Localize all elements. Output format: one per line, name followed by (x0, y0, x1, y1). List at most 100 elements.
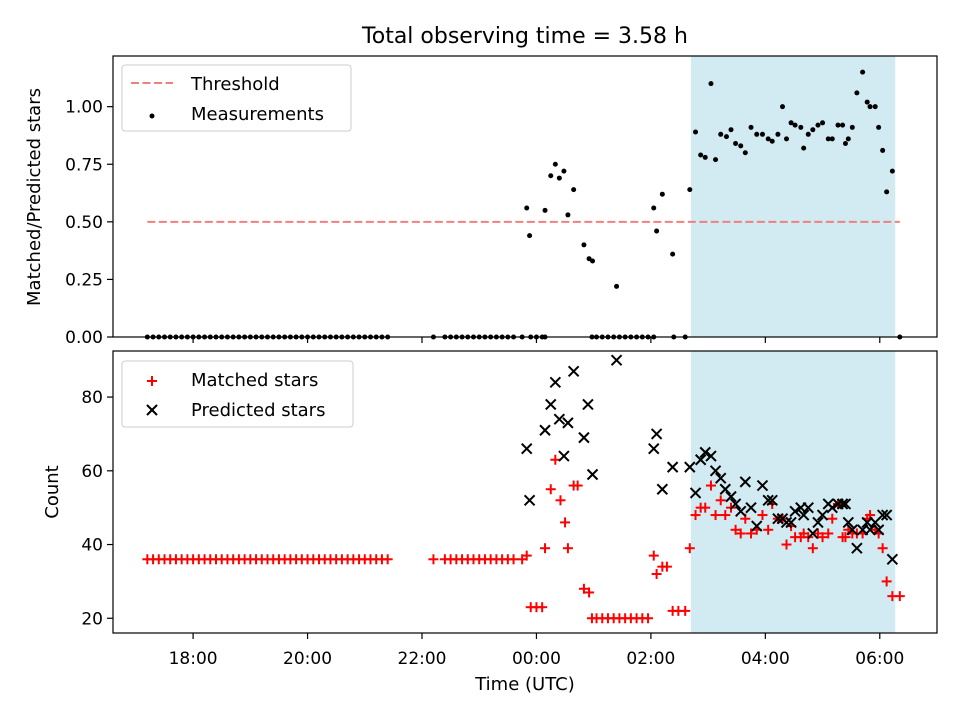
predicted-star-point (567, 365, 580, 377)
bottom-panel: 20 40 60 80 18:00 20:00 22:00 00:00 02:00 04:00 0… (42, 350, 938, 695)
measurement-point (769, 138, 775, 144)
matched-star-point (877, 543, 888, 554)
x-tick-label: 22:00 (398, 649, 447, 669)
predicted-star-point (545, 398, 557, 411)
measurement-point (581, 242, 587, 248)
measurement-point (542, 207, 548, 213)
top-axes-frame (112, 55, 938, 338)
predicted-star-point (648, 442, 660, 455)
measurement-point (765, 136, 771, 142)
legend-predicted-label: Predicted stars (191, 400, 325, 421)
measurement-point (792, 122, 798, 128)
matched-star-point (700, 502, 711, 513)
measurement-point (590, 258, 596, 264)
measurement-point (889, 168, 895, 174)
predicted-star-point (523, 494, 536, 507)
predicted-star-point (666, 461, 679, 473)
predicted-star-point (762, 494, 774, 507)
measurement-point (880, 147, 886, 153)
predicted-star-point (780, 516, 793, 529)
predicted-star-point (836, 498, 849, 510)
measurement-point (820, 120, 826, 126)
predicted-star-point (735, 505, 747, 518)
bottom-legend: Matched stars Predicted stars (121, 360, 354, 428)
measurement-point (733, 141, 739, 147)
predicted-star-point (802, 501, 814, 514)
predicted-star-point (558, 450, 570, 462)
predicted-star-point (684, 461, 696, 473)
top-panel: 0.00 0.25 0.50 0.75 1.00 Matched/Predicted s… (24, 55, 938, 348)
predicted-star-point (766, 494, 778, 507)
predicted-star-point (719, 483, 731, 495)
legend-matched-label: Matched stars (191, 370, 318, 391)
measurement-point (548, 173, 554, 179)
measurement-point (556, 175, 562, 181)
predicted-star-point (582, 398, 594, 411)
matched-star-point (690, 510, 701, 521)
measurement-point (849, 124, 855, 130)
x-tick-label: 04:00 (741, 649, 790, 669)
top-points (144, 69, 903, 340)
matched-star-point (807, 543, 818, 554)
top-y-axis-label: Matched/Predicted stars (24, 88, 45, 306)
top-legend-box (121, 64, 352, 132)
measurement-point (742, 150, 748, 156)
y-tick-label: 0.50 (65, 213, 103, 233)
predicted-star-point (851, 542, 863, 554)
predicted-star-point (846, 524, 859, 536)
measurement-point (552, 161, 558, 167)
measurement-point (872, 104, 878, 110)
predicted-star-point (797, 509, 810, 521)
predicted-star-point (725, 490, 737, 503)
predicted-star-point (553, 413, 566, 425)
matched-star-point (661, 561, 672, 572)
predicted-star-point (656, 483, 669, 495)
x-tick-label: 18:00 (169, 649, 218, 669)
measurement-point (805, 131, 811, 137)
measurement-point (565, 212, 571, 218)
measurement-point (723, 134, 729, 140)
predicted-star-point (650, 428, 663, 440)
top-y-axis: 0.00 0.25 0.50 0.75 1.00 (65, 98, 113, 348)
y-tick-label: 0.75 (65, 155, 103, 175)
predicted-star-point (549, 376, 562, 389)
matched-star-point (763, 524, 774, 535)
measurement-point (754, 131, 760, 137)
predicted-star-point (729, 498, 742, 510)
matched-star-point (550, 454, 561, 465)
predicted-star-point (756, 479, 769, 492)
measurement-point (713, 157, 719, 163)
predicted-star-point (785, 516, 797, 529)
matched-star-point (680, 605, 691, 616)
measurement-point (527, 233, 533, 239)
matched-star-point (746, 528, 757, 539)
predicted-star-point (610, 354, 623, 366)
measurement-point (810, 127, 816, 133)
measurement-point (693, 129, 699, 135)
y-tick-label: 0.00 (65, 328, 103, 348)
bottom-points (142, 354, 905, 624)
bottom-y-axis-label: Count (42, 465, 63, 518)
measurement-point (759, 131, 765, 137)
measurement-point (708, 81, 714, 87)
predicted-star-point (739, 476, 752, 488)
measurement-point (524, 205, 530, 211)
measurement-point (788, 120, 794, 126)
measurement-point (670, 251, 676, 257)
y-tick-label: 1.00 (65, 98, 103, 118)
predicted-star-point (689, 487, 702, 499)
matched-star-point (720, 510, 731, 521)
measurement-point (738, 143, 744, 149)
matched-star-point (545, 484, 556, 495)
top-legend: Threshold Measurements (121, 64, 352, 132)
measurement-point (698, 152, 704, 158)
predicted-star-point (826, 501, 838, 514)
measurement-point (614, 283, 620, 289)
bottom-y-axis: 20 40 60 80 (81, 388, 113, 629)
matched-star-point (572, 480, 583, 491)
measurement-point (728, 127, 734, 133)
predicted-star-point (521, 442, 533, 455)
measurement-point (687, 187, 693, 193)
matched-star-point (757, 510, 768, 521)
y-tick-label: 60 (81, 462, 103, 482)
